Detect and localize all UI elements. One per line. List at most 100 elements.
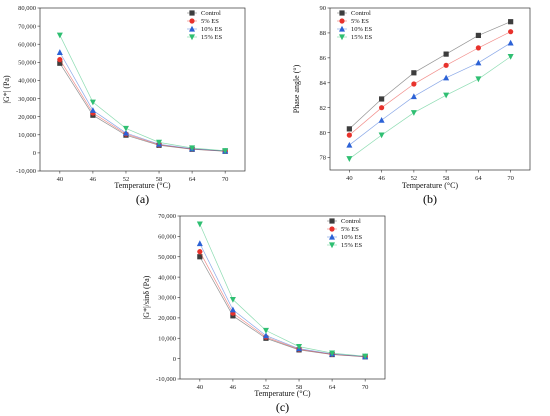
data-point xyxy=(222,148,229,154)
x-tick-label: 52 xyxy=(263,384,270,391)
chart-panel-c: -10,000 0 10,000 20,000 30,000 40,000 50,000 60… xyxy=(140,208,415,416)
data-point xyxy=(230,313,236,319)
x-axis-label: Temperature (°C) xyxy=(114,181,171,190)
legend-label: 15% ES xyxy=(351,34,373,41)
y-tick-label: 20,000 xyxy=(158,315,176,322)
x-tick-label: 70 xyxy=(507,175,514,182)
y-tick-label: 70,000 xyxy=(18,23,36,30)
y-tick-label: 40,000 xyxy=(158,274,176,281)
data-point xyxy=(122,129,129,136)
legend-marker xyxy=(339,34,345,41)
x-tick-label: 46 xyxy=(378,175,385,182)
series-es5 xyxy=(57,57,228,154)
data-point xyxy=(56,32,63,39)
x-tick-label: 58 xyxy=(296,384,303,391)
legend-marker xyxy=(339,10,345,16)
x-tick-label: 52 xyxy=(411,175,418,182)
y-tick-label: 10,000 xyxy=(158,335,176,342)
data-point xyxy=(346,126,352,132)
legend-label: 5% ES xyxy=(341,226,359,233)
data-point xyxy=(346,141,353,148)
data-point xyxy=(475,32,481,39)
y-tick-label: 84 xyxy=(320,80,327,87)
data-point xyxy=(378,116,385,123)
legend-marker xyxy=(189,18,195,24)
series-control xyxy=(57,60,228,154)
legend-label: Control xyxy=(341,218,361,225)
data-point xyxy=(443,62,449,68)
legend-marker xyxy=(339,18,345,24)
data-point xyxy=(196,240,203,247)
legend-label: 10% ES xyxy=(341,234,363,241)
data-point xyxy=(475,76,482,83)
data-point xyxy=(443,51,449,57)
series-line xyxy=(349,42,511,146)
data-point xyxy=(362,353,369,360)
y-tick-label: 40,000 xyxy=(18,78,36,85)
data-point xyxy=(378,132,385,139)
panel-label: (b) xyxy=(423,192,437,206)
series-es10 xyxy=(346,39,514,148)
y-tick-label: 20,000 xyxy=(18,114,36,121)
series-line xyxy=(59,52,226,152)
y-tick-label: 60,000 xyxy=(18,41,36,48)
series-line xyxy=(59,59,226,152)
legend-label: 15% ES xyxy=(341,242,363,249)
data-point xyxy=(379,105,385,111)
data-point xyxy=(89,107,96,113)
panel-label: (a) xyxy=(136,192,149,206)
legend-label: 5% ES xyxy=(351,18,369,25)
data-point xyxy=(262,327,269,334)
data-point xyxy=(189,145,196,152)
data-point xyxy=(411,70,417,76)
legend-marker xyxy=(329,242,335,249)
legend-marker xyxy=(329,233,335,240)
data-point xyxy=(196,221,203,228)
y-tick-label: 88 xyxy=(320,30,327,37)
legend-label: Control xyxy=(201,10,221,17)
data-point xyxy=(329,350,336,357)
x-tick-label: 64 xyxy=(189,176,196,183)
y-tick-label: -10,000 xyxy=(156,376,176,383)
data-point xyxy=(508,29,514,35)
data-point xyxy=(411,81,417,87)
y-tick-label: 82 xyxy=(320,105,327,112)
x-tick-label: 40 xyxy=(57,176,64,183)
series-es5 xyxy=(346,29,514,138)
x-tick-label: 46 xyxy=(90,176,97,183)
y-tick-label: 30,000 xyxy=(18,96,36,103)
data-point xyxy=(229,306,236,313)
y-tick-label: 80 xyxy=(320,130,327,137)
plot-frame xyxy=(329,7,531,171)
y-tick-label: -10,000 xyxy=(16,168,36,175)
complex-modulus-chart: -10,000 0 10,000 20,000 30,000 40,000 50,000 60… xyxy=(2,5,246,206)
data-point xyxy=(57,60,63,66)
series-control xyxy=(197,254,368,360)
y-tick-label: 50,000 xyxy=(18,60,36,67)
legend-label: 5% ES xyxy=(201,18,219,25)
series-line xyxy=(59,35,226,152)
y-tick-label: 30,000 xyxy=(158,295,176,302)
series-es15 xyxy=(56,32,229,154)
series-es15 xyxy=(196,221,369,360)
y-tick-label: 80,000 xyxy=(18,5,36,12)
x-tick-label: 64 xyxy=(329,384,336,391)
legend-label: 15% ES xyxy=(201,34,223,41)
legend-label: Control xyxy=(351,10,371,17)
x-tick-label: 52 xyxy=(123,176,130,183)
series-line xyxy=(59,63,226,152)
y-tick-label: 78 xyxy=(320,155,327,162)
data-point xyxy=(296,344,303,350)
data-point xyxy=(346,156,353,162)
legend-label: 10% ES xyxy=(351,26,373,33)
data-point xyxy=(197,254,203,260)
legend-marker xyxy=(329,226,335,232)
series-line xyxy=(199,251,366,358)
legend-marker xyxy=(339,25,345,32)
data-point xyxy=(410,110,417,116)
legend-marker xyxy=(329,218,335,224)
data-point xyxy=(156,139,163,146)
x-tick-label: 40 xyxy=(197,384,204,391)
